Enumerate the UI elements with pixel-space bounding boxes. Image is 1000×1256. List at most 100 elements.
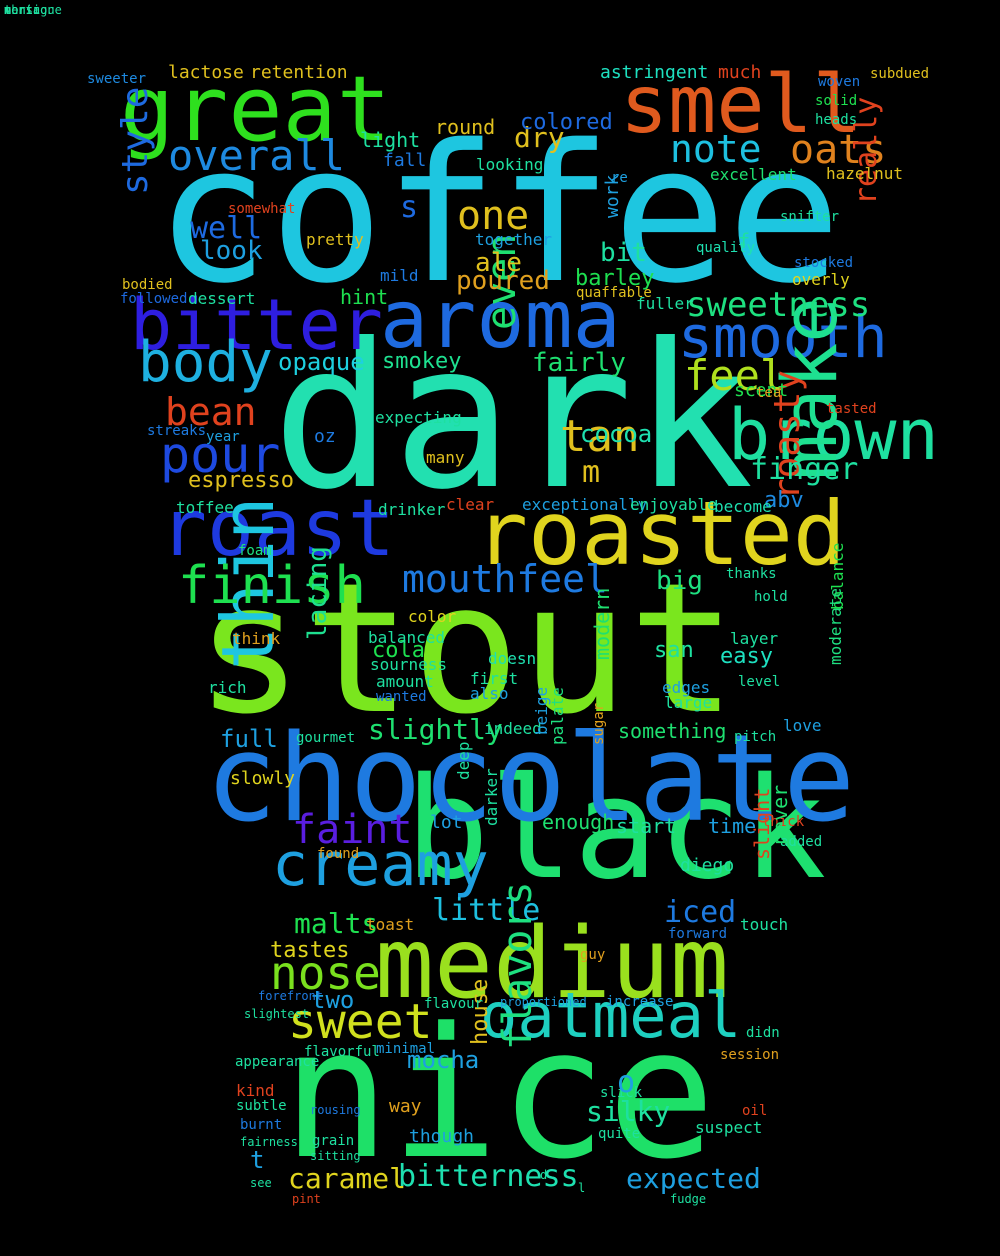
cloud-word-forward: forward (668, 926, 728, 942)
cloud-word-flavour: flavour (424, 996, 484, 1012)
cloud-word-increase: increase (606, 994, 674, 1010)
cloud-word-colored: colored (520, 110, 613, 135)
cloud-word-hazelnut: hazelnut (826, 164, 904, 183)
cloud-word-excellent: excellent (710, 165, 797, 184)
cloud-word-re: re (611, 170, 628, 186)
cloud-word-th: th (4, 3, 19, 17)
cloud-word-pour: pour (160, 426, 281, 484)
cloud-word-abv: abv (764, 488, 804, 513)
cloud-word-indeed: indeed (484, 719, 542, 738)
cloud-word-nonic: nonic (4, 3, 41, 17)
cloud-word-sourness: sourness (370, 655, 448, 674)
cloud-word-sweeter: sweeter (87, 71, 147, 87)
cloud-word-lot: lot (430, 812, 463, 833)
cloud-word-bodied: bodied (122, 277, 173, 293)
cloud-word-note: note (670, 127, 762, 171)
cloud-word-become: become (714, 497, 772, 516)
cloud-word-d: d (540, 1168, 548, 1182)
cloud-word-sugar: sugar (591, 702, 607, 745)
cloud-word-pint: pint (292, 1192, 321, 1206)
cloud-word-enough: enough (542, 810, 615, 834)
cloud-word-body: body (138, 330, 273, 395)
cloud-word-many: many (426, 448, 465, 467)
cloud-word-somewhat: somewhat (228, 201, 296, 217)
cloud-word-snifter: snifter (780, 209, 840, 225)
cloud-word-look: look (200, 236, 263, 266)
cloud-word-wanted: wanted (376, 689, 427, 705)
cloud-word-well: well (190, 211, 263, 246)
cloud-word-fairness: fairness (240, 1135, 298, 1149)
cloud-word-bean: bean (165, 390, 257, 434)
cloud-word-suspect: suspect (695, 1118, 763, 1137)
cloud-word-quite: quite (598, 1126, 641, 1142)
cloud-word-modern: modern (590, 587, 614, 660)
cloud-word-hint: hint (340, 285, 389, 309)
cloud-word-large: large (664, 693, 713, 712)
cloud-word-round: round (435, 115, 496, 139)
cloud-word-looking: looking (476, 155, 544, 174)
cloud-word-roasted: roasted (475, 482, 846, 585)
cloud-word-proportioned: proportioned (500, 995, 587, 1009)
cloud-word-silky: silky (586, 1095, 671, 1128)
cloud-word-barley: barley (575, 266, 655, 291)
cloud-word-bit: bit (600, 238, 647, 268)
cloud-word-moderate: moderate (826, 587, 845, 665)
cloud-word-san: san (654, 638, 694, 663)
cloud-word-pitch: pitch (734, 729, 777, 745)
cloud-word-slightest: slightest (244, 1007, 310, 1021)
cloud-word-thick: thick (762, 814, 805, 830)
cloud-word-flavorful: flavorful (304, 1044, 380, 1060)
cloud-word-year: year (206, 429, 240, 445)
cloud-word-malts: malts (294, 907, 379, 940)
cloud-word-think: think (232, 629, 281, 648)
cloud-word-mouthfeel: mouthfeel (402, 557, 608, 601)
cloud-word-montague: montague (4, 3, 62, 17)
cloud-word-drinker: drinker (378, 500, 446, 519)
cloud-word-forefront: forefront (258, 989, 324, 1003)
cloud-word-finish: finish (178, 556, 366, 616)
cloud-word-thanks: thanks (726, 566, 777, 582)
cloud-word-flavors: flavors (495, 881, 541, 1050)
cloud-word-feel: feel (684, 351, 786, 400)
cloud-word-work: work (602, 174, 623, 218)
cloud-word-smokey: smokey (382, 349, 462, 374)
cloud-word-dark: dark (272, 301, 754, 534)
cloud-word-opaque: opaque (278, 348, 365, 376)
cloud-word-tastes: tastes (270, 938, 350, 963)
cloud-word-subdued: subdued (870, 66, 930, 82)
cloud-word-easy: easy (720, 644, 773, 669)
cloud-word-o: o (617, 1065, 636, 1100)
cloud-word-much: much (718, 62, 762, 83)
cloud-word-oz: oz (314, 426, 336, 447)
cloud-word-faint: faint (292, 807, 413, 853)
cloud-word-hold: hold (754, 589, 788, 605)
cloud-word-touch: touch (740, 915, 789, 934)
cloud-word-enjoyable: enjoyable (630, 495, 717, 514)
cloud-word-quality: quality (696, 240, 756, 256)
cloud-word-diego: diego (680, 855, 735, 876)
cloud-word-tasted: tasted (826, 401, 877, 417)
cloud-word-black: black (405, 748, 827, 911)
cloud-word-cocoa: cocoa (580, 420, 653, 448)
cloud-word-espresso: espresso (188, 468, 294, 493)
cloud-word-lactose: lactose (168, 62, 244, 83)
cloud-word-woven: woven (818, 74, 861, 90)
cloud-word-bitterness: bitterness (398, 1159, 579, 1194)
cloud-word-nose: nose (270, 946, 381, 1000)
cloud-word-level: level (738, 674, 781, 690)
cloud-word-way: way (389, 1096, 422, 1117)
cloud-word-smell: smell (620, 58, 861, 151)
cloud-word-ale: ale (475, 248, 522, 278)
cloud-word-balanced: balanced (368, 628, 446, 647)
cloud-word-color: color (408, 607, 457, 626)
cloud-word-chocolate: chocolate (205, 710, 856, 849)
cloud-word-oats: oats (790, 127, 887, 173)
cloud-word-nice: nice (282, 990, 716, 1199)
cloud-word-slowly: slowly (230, 768, 296, 789)
cloud-word-love: love (783, 716, 822, 735)
cloud-word-layer: layer (730, 629, 779, 648)
cloud-word-one: one (457, 193, 530, 239)
cloud-word-style: style (115, 86, 156, 195)
cloud-word-slight: slight (750, 787, 774, 860)
